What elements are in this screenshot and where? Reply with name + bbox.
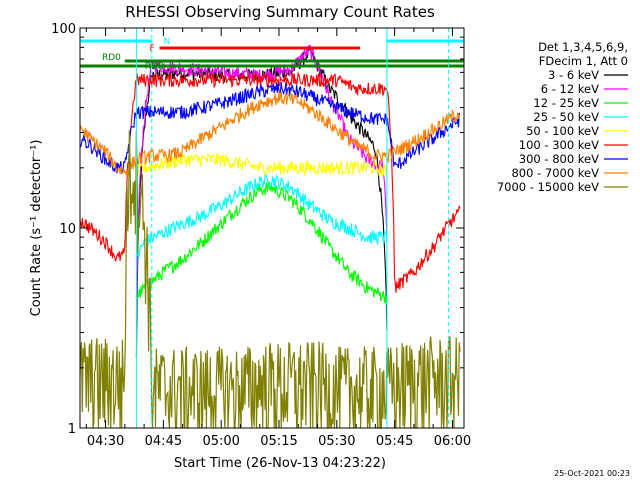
x-tick-label-2: 04:45 xyxy=(145,434,182,449)
y-axis-label: Count Rate (s⁻¹ detector⁻¹) xyxy=(29,140,44,317)
series-line-4 xyxy=(135,173,388,259)
series-line-6 xyxy=(79,71,461,293)
y-tick-label-1: 1 xyxy=(68,422,76,437)
x-tick-label-5: 05:30 xyxy=(318,434,355,449)
x-tick-label-7: 06:00 xyxy=(434,434,471,449)
series-line-3 xyxy=(135,181,388,305)
y-tick-label-2: 10 xyxy=(59,222,76,237)
saa-label-2: RD8 xyxy=(145,62,164,72)
series-line-9 xyxy=(79,130,461,429)
saa-label-1: RD0 xyxy=(102,53,121,63)
chart-title: RHESSI Observing Summary Count Rates xyxy=(125,3,435,21)
plot-area: FN RD0 RD8 xyxy=(79,28,464,429)
legend-label-3: 12 - 25 keV xyxy=(533,96,599,110)
legend-label-9: 7000 - 15000 keV xyxy=(497,180,599,194)
series-line-7 xyxy=(79,82,461,175)
legend-label-1: 3 - 6 keV xyxy=(548,68,599,82)
legend-header-line-2: FDecim 1, Att 0 xyxy=(539,54,628,68)
footer-date: 25-Oct-2021 00:23 xyxy=(554,469,630,478)
axes: 1 10 100 04:30 04:45 05:00 05:15 05:30 05:45 06:0… xyxy=(51,22,471,449)
y-tick-label-3: 100 xyxy=(51,22,76,37)
x-axis-label: Start Time (26-Nov-13 04:23:22) xyxy=(174,456,386,471)
x-tick-label-3: 05:00 xyxy=(202,434,239,449)
legend: Det 1,3,4,5,6,9, FDecim 1, Att 0 3 - 6 k… xyxy=(497,40,628,194)
legend-header-line-1: Det 1,3,4,5,6,9, xyxy=(538,40,628,54)
x-tick-label-1: 04:30 xyxy=(87,434,124,449)
x-tick-label-4: 05:15 xyxy=(260,434,297,449)
x-tick-label-6: 05:45 xyxy=(376,434,413,449)
legend-label-2: 6 - 12 keV xyxy=(541,82,599,96)
series-line-8 xyxy=(79,91,461,176)
flare-label: F xyxy=(150,44,155,54)
legend-label-5: 50 - 100 keV xyxy=(526,124,599,138)
series-line-5 xyxy=(135,151,388,178)
legend-label-7: 300 - 800 keV xyxy=(519,152,599,166)
legend-label-6: 100 - 300 keV xyxy=(519,138,599,152)
night-label: N xyxy=(164,37,171,47)
legend-label-4: 25 - 50 keV xyxy=(533,110,599,124)
legend-label-8: 800 - 7000 keV xyxy=(511,166,599,180)
